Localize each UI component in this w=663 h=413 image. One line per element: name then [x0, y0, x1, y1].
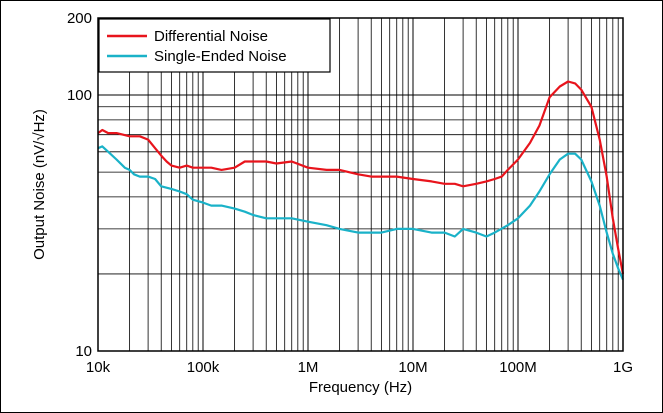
series-line-0 — [97, 80, 625, 275]
x-tick-label: 10M — [398, 359, 427, 376]
y-tick-labels: 10 100 200 — [67, 10, 92, 360]
x-tick-label: 1G — [613, 359, 633, 376]
x-tick-label: 100k — [187, 359, 220, 376]
legend-label: Single-Ended Noise — [154, 48, 287, 65]
legend: Differential Noise Single-Ended Noise — [98, 18, 331, 73]
x-axis-label: Frequency (Hz) — [309, 379, 412, 396]
x-tick-label: 100M — [499, 359, 537, 376]
y-tick-label: 200 — [67, 10, 92, 27]
y-axis-label: Output Noise (nV/√Hz) — [31, 109, 48, 260]
legend-box — [98, 18, 331, 73]
series-lines — [97, 80, 625, 281]
x-tick-label: 10k — [86, 359, 111, 376]
y-tick-label: 10 — [75, 343, 92, 360]
x-tick-label: 1M — [298, 359, 319, 376]
series-line-1 — [97, 145, 625, 281]
y-tick-label: 100 — [67, 87, 92, 104]
legend-label: Differential Noise — [154, 28, 268, 45]
x-tick-labels: 10k 100k 1M 10M 100M 1G — [86, 359, 633, 376]
plot-frame — [97, 17, 624, 352]
